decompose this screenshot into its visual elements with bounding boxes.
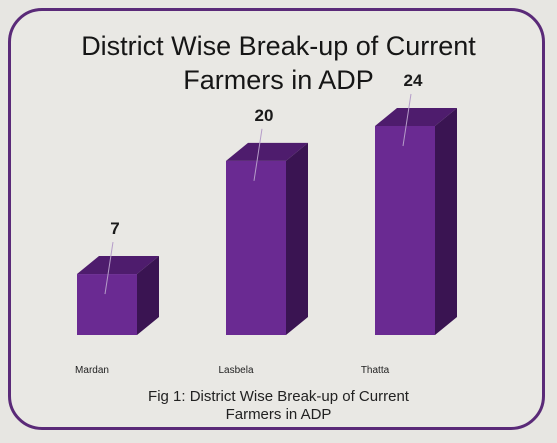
figure-caption-line-2: Farmers in ADP xyxy=(225,406,332,423)
data-label-leader-2 xyxy=(402,93,412,147)
chart-title-line-1: District Wise Break-up of Current xyxy=(81,31,476,61)
data-label-leader-1 xyxy=(253,128,263,181)
bar-top-2 xyxy=(375,108,457,126)
data-label-leader-0 xyxy=(104,241,114,295)
data-label-1: 20 xyxy=(255,106,274,125)
bar-side-1 xyxy=(286,142,308,335)
bar-front-1 xyxy=(226,160,286,335)
category-label-2: Thatta xyxy=(361,365,390,376)
bar-side-2 xyxy=(435,108,457,335)
data-label-2: 24 xyxy=(404,71,423,90)
bar-side-0 xyxy=(137,256,159,335)
figure-caption-line-1: Fig 1: District Wise Break-up of Current xyxy=(148,388,409,405)
bar-front-2 xyxy=(375,126,435,335)
data-label-0: 7 xyxy=(110,219,119,238)
bar-top-0 xyxy=(77,256,159,275)
category-label-0: Mardan xyxy=(75,365,109,376)
bar-top-1 xyxy=(226,142,308,161)
category-label-1: Lasbela xyxy=(218,365,253,376)
chart-title-line-2: Farmers in ADP xyxy=(183,65,374,95)
